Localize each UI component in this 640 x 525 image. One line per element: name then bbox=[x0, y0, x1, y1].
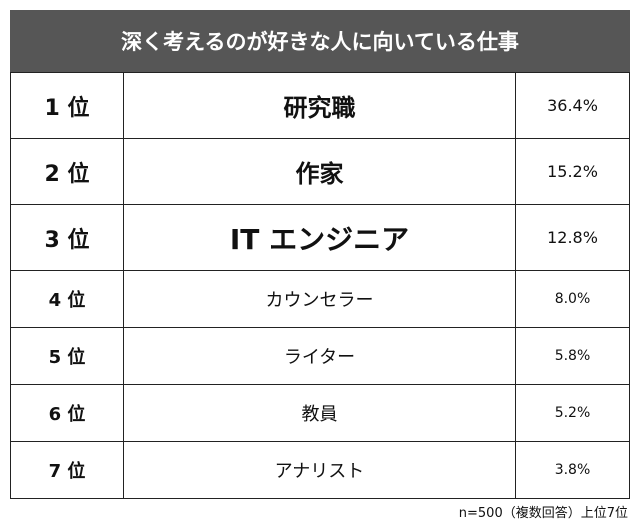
rank-cell: 1 位 bbox=[10, 72, 124, 139]
job-cell: アナリスト bbox=[123, 441, 516, 499]
table-row: 7 位アナリスト 3.8% bbox=[10, 441, 630, 499]
job-cell: IT エンジニア bbox=[123, 204, 516, 271]
pct-cell: 5.8% bbox=[515, 327, 630, 385]
rank-cell: 4 位 bbox=[10, 270, 124, 328]
pct-cell: 5.2% bbox=[515, 384, 630, 442]
table-row: 1 位研究職 36.4% bbox=[10, 72, 630, 139]
table-row: 2 位作家 15.2% bbox=[10, 138, 630, 205]
pct-cell: 15.2% bbox=[515, 138, 630, 205]
table-row: 4 位カウンセラー 8.0% bbox=[10, 270, 630, 328]
job-cell: 研究職 bbox=[123, 72, 516, 139]
job-cell: カウンセラー bbox=[123, 270, 516, 328]
pct-cell: 3.8% bbox=[515, 441, 630, 499]
job-cell: ライター bbox=[123, 327, 516, 385]
rank-cell: 7 位 bbox=[10, 441, 124, 499]
table-row: 6 位教員 5.2% bbox=[10, 384, 630, 442]
rank-cell: 6 位 bbox=[10, 384, 124, 442]
title: 深く考えるのが好きな人に向いている仕事 bbox=[10, 10, 630, 72]
job-cell: 作家 bbox=[123, 138, 516, 205]
pct-cell: 12.8% bbox=[515, 204, 630, 271]
footnote: n=500（複数回答）上位7位 bbox=[458, 506, 628, 521]
rank-cell: 3 位 bbox=[10, 204, 124, 271]
pct-cell: 36.4% bbox=[515, 72, 630, 139]
job-cell: 教員 bbox=[123, 384, 516, 442]
pct-cell: 8.0% bbox=[515, 270, 630, 328]
table-row: 3 位 IT エンジニア 12.8% bbox=[10, 204, 630, 271]
ranking-table: 1 位研究職 36.4% 2 位作家 15.2% 3 位 IT エンジニア 12.8% 4 位… bbox=[10, 72, 630, 499]
rank-cell: 2 位 bbox=[10, 138, 124, 205]
table-row: 5 位ライター 5.8% bbox=[10, 327, 630, 385]
rank-cell: 5 位 bbox=[10, 327, 124, 385]
